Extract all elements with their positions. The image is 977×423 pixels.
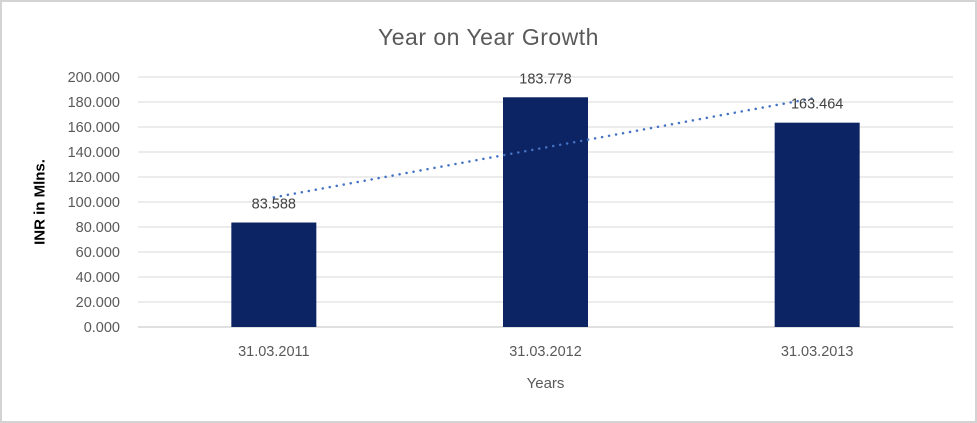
category-label: 31.03.2013 <box>781 344 854 360</box>
y-tick-label: 60.000 <box>76 245 120 261</box>
y-tick-label: 100.000 <box>68 195 120 211</box>
data-label: 183.778 <box>519 71 571 87</box>
y-tick-label: 180.000 <box>68 95 120 111</box>
data-label: 163.464 <box>791 97 843 113</box>
category-label: 31.03.2012 <box>509 344 582 360</box>
y-tick-label: 120.000 <box>68 170 120 186</box>
bar[interactable] <box>503 97 588 327</box>
y-tick-label: 200.000 <box>68 70 120 86</box>
y-tick-label: 80.000 <box>76 220 120 236</box>
y-tick-label: 20.000 <box>76 295 120 311</box>
y-tick-label: 40.000 <box>76 270 120 286</box>
data-label: 83.588 <box>252 197 296 213</box>
category-label: 31.03.2011 <box>238 344 310 360</box>
bar[interactable] <box>231 222 317 327</box>
chart-title: Year on Year Growth <box>378 24 599 50</box>
x-axis-title: Years <box>526 375 565 392</box>
y-tick-label: 0.000 <box>84 320 120 336</box>
bar[interactable] <box>774 122 860 327</box>
trendline[interactable] <box>272 96 819 199</box>
y-tick-label: 140.000 <box>68 145 120 161</box>
y-tick-label: 160.000 <box>68 120 120 136</box>
